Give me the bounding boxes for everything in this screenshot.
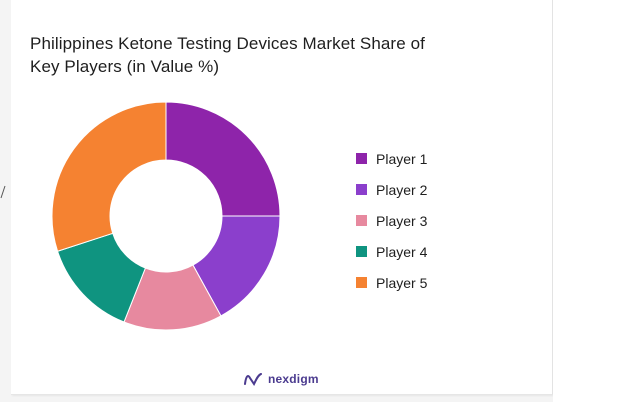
legend-label: Player 1 xyxy=(376,150,428,167)
nexdigm-logo-icon xyxy=(244,373,262,386)
legend-label: Player 4 xyxy=(376,243,428,260)
legend-item-player-3: Player 3 xyxy=(356,205,427,236)
brand-logo: nexdigm xyxy=(243,372,319,386)
legend-swatch xyxy=(356,184,367,195)
legend-label: Player 3 xyxy=(376,212,428,229)
legend-item-player-4: Player 4 xyxy=(356,236,427,267)
legend-item-player-1: Player 1 xyxy=(356,143,427,174)
edge-fragment-icon xyxy=(0,185,6,199)
legend-swatch xyxy=(356,277,367,288)
chart-title-line-1: Philippines Ketone Testing Devices Marke… xyxy=(30,34,425,53)
right-margin xyxy=(553,0,632,402)
legend-label: Player 5 xyxy=(376,274,428,291)
legend-item-player-2: Player 2 xyxy=(356,174,427,205)
chart-legend: Player 1 Player 2 Player 3 Player 4 Player 5 xyxy=(356,143,427,298)
chart-title-line-2: Key Players (in Value %) xyxy=(30,57,220,76)
brand-name: nexdigm xyxy=(268,372,319,386)
legend-swatch xyxy=(356,153,367,164)
donut-slice-player-1 xyxy=(165,101,281,217)
legend-label: Player 2 xyxy=(376,181,428,198)
donut-slice-player-5 xyxy=(51,101,167,252)
legend-swatch xyxy=(356,246,367,257)
legend-item-player-5: Player 5 xyxy=(356,267,427,298)
chart-title: Philippines Ketone Testing Devices Marke… xyxy=(30,32,530,78)
legend-swatch xyxy=(356,215,367,226)
